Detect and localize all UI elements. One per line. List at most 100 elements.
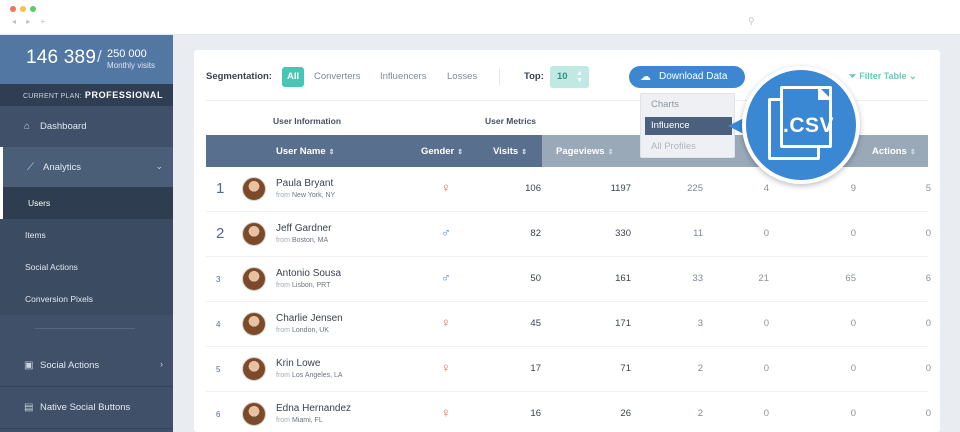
table-row[interactable]: 2 Jeff Gardner from Boston, MA ♂ 82 330 11 0 0 0 [206, 212, 931, 257]
user-name[interactable]: Antonio Sousa [276, 268, 342, 279]
metrics-header-band [542, 135, 928, 167]
column-header-visits[interactable]: Visits ⇕ [493, 146, 528, 157]
close-window-dot[interactable] [10, 6, 16, 12]
cell-c1: 11 [693, 228, 703, 239]
comment-icon: ▣ [24, 360, 34, 371]
sidebar-item-social-actions[interactable]: ▣ Social Actions › [0, 345, 173, 387]
user-location: from Boston, MA [276, 237, 329, 244]
sidebar-item-label: Dashboard [40, 121, 87, 132]
sidebar-item-dashboard[interactable]: ⌂ Dashboard [0, 106, 173, 148]
cell-c3: 0 [850, 408, 856, 419]
toolbar-separator [206, 100, 928, 101]
cell-pageviews: 161 [615, 273, 631, 284]
cell-c1: 3 [697, 318, 703, 329]
visits-current: 146 389 [26, 47, 97, 68]
row-rank: 1 [216, 180, 225, 197]
segmentation-label: Segmentation: [206, 71, 272, 82]
avatar [242, 312, 266, 336]
browser-chrome: ◂ ▸ + ⚲ [0, 0, 960, 35]
column-header-pageviews[interactable]: Pageviews ⇕ [556, 146, 614, 157]
from-label: from [276, 282, 290, 289]
row-rank: 3 [216, 275, 221, 284]
sort-icon: ⇕ [328, 149, 335, 156]
avatar [242, 177, 266, 201]
cell-c3: 0 [850, 318, 856, 329]
filter-table-button[interactable]: ⏷ Filter Table ⌄ [849, 71, 917, 82]
cell-actions: 5 [925, 183, 931, 194]
column-header-actions[interactable]: Actions ⇕ [872, 146, 916, 157]
cell-c2: 0 [763, 228, 769, 239]
cell-c2: 0 [763, 408, 769, 419]
minimize-window-dot[interactable] [20, 6, 26, 12]
visits-label: Monthly visits [107, 61, 156, 70]
cell-pageviews: 26 [620, 408, 631, 419]
top-select[interactable]: 10 ▲ ▼ [550, 66, 589, 88]
column-header-user-name[interactable]: User Name ⇕ [276, 146, 335, 157]
dropdown-item-influence[interactable]: Influence [645, 117, 732, 135]
download-data-label: Download Data [659, 71, 728, 82]
cell-c3: 65 [845, 273, 856, 284]
user-name[interactable]: Jeff Gardner [276, 223, 332, 234]
user-location: from London, UK [276, 327, 329, 334]
segment-losses-button[interactable]: Losses [447, 71, 478, 82]
column-header-gender[interactable]: Gender ⇕ [421, 146, 464, 157]
table-row[interactable]: 1 Paula Bryant from New York, NY ♀ 106 1197 225… [206, 167, 931, 212]
sidebar-subitem-items[interactable]: Items [0, 219, 173, 251]
sidebar-item-native-social-buttons[interactable]: ▤ Native Social Buttons [0, 387, 173, 429]
user-location: from Los Angeles, LA [276, 372, 343, 379]
table-row[interactable]: 5 Krin Lowe from Los Angeles, LA ♀ 17 71 2 0 0 0 [206, 347, 931, 392]
cell-pageviews: 71 [620, 363, 631, 374]
cell-visits: 17 [530, 363, 541, 374]
female-icon: ♀ [441, 180, 451, 195]
chevron-right-icon: › [160, 359, 163, 369]
female-icon: ♀ [441, 405, 451, 420]
from-label: from [276, 327, 290, 334]
chart-icon: ⟋ [27, 162, 34, 173]
cell-c2: 0 [763, 318, 769, 329]
sidebar-subitem-conversion-pixels[interactable]: Conversion Pixels [0, 283, 173, 315]
table-row[interactable]: 6 Edna Hernandez from Miami, FL ♀ 16 26 2 0 0 0 [206, 392, 931, 432]
row-rank: 6 [216, 410, 221, 419]
toolbar-divider [499, 69, 500, 85]
segment-influencers-button[interactable]: Influencers [380, 71, 427, 82]
sort-icon: ⇕ [607, 149, 614, 156]
sidebar-subitem-users[interactable]: Users [0, 187, 173, 219]
visits-total: 250 000 [107, 48, 147, 60]
visits-counter: 146 389 / 250 000 Monthly visits [0, 35, 173, 84]
search-icon[interactable]: ⚲ [748, 16, 755, 26]
maximize-window-dot[interactable] [30, 6, 36, 12]
user-name[interactable]: Charlie Jensen [276, 313, 343, 324]
table-row[interactable]: 4 Charlie Jensen from London, UK ♀ 45 171 3 0 0 0 [206, 302, 931, 347]
cell-c3: 0 [850, 228, 856, 239]
from-label: from [276, 192, 290, 199]
sidebar-subitem-social-actions[interactable]: Social Actions [0, 251, 173, 283]
user-name[interactable]: Paula Bryant [276, 178, 334, 189]
female-icon: ♀ [441, 360, 451, 375]
user-name[interactable]: Krin Lowe [276, 358, 321, 369]
table-row[interactable]: 3 Antonio Sousa from Lisbon, PRT ♂ 50 161 33 21 6… [206, 257, 931, 302]
browser-nav-controls[interactable]: ◂ ▸ + [12, 17, 50, 26]
header-arrow [522, 135, 542, 167]
cell-pageviews: 1197 [610, 183, 631, 194]
sidebar-item-analytics[interactable]: ⟋ Analytics ⌄ [0, 147, 173, 189]
dropdown-item-all-profiles[interactable]: All Profiles [651, 141, 696, 152]
sidebar-item-label: Native Social Buttons [40, 402, 131, 413]
female-icon: ♀ [441, 315, 451, 330]
sidebar-divider [35, 328, 135, 329]
cell-c2: 21 [758, 273, 769, 284]
from-label: from [276, 372, 290, 379]
segment-all-button[interactable]: All [282, 67, 305, 87]
group-header-user-information: User Information [273, 116, 342, 126]
csv-callout: .CSV [742, 66, 860, 184]
user-name[interactable]: Edna Hernandez [276, 403, 352, 414]
avatar [242, 357, 266, 381]
avatar [242, 267, 266, 291]
cell-actions: 0 [925, 408, 931, 419]
download-data-button[interactable]: ☁ Download Data [629, 66, 745, 88]
cell-pageviews: 330 [615, 228, 631, 239]
top-label: Top: [524, 71, 544, 82]
segment-converters-button[interactable]: Converters [314, 71, 361, 82]
dropdown-item-charts[interactable]: Charts [651, 99, 679, 110]
facebook-icon: ▤ [24, 402, 34, 413]
cloud-download-icon: ☁ [640, 71, 651, 83]
